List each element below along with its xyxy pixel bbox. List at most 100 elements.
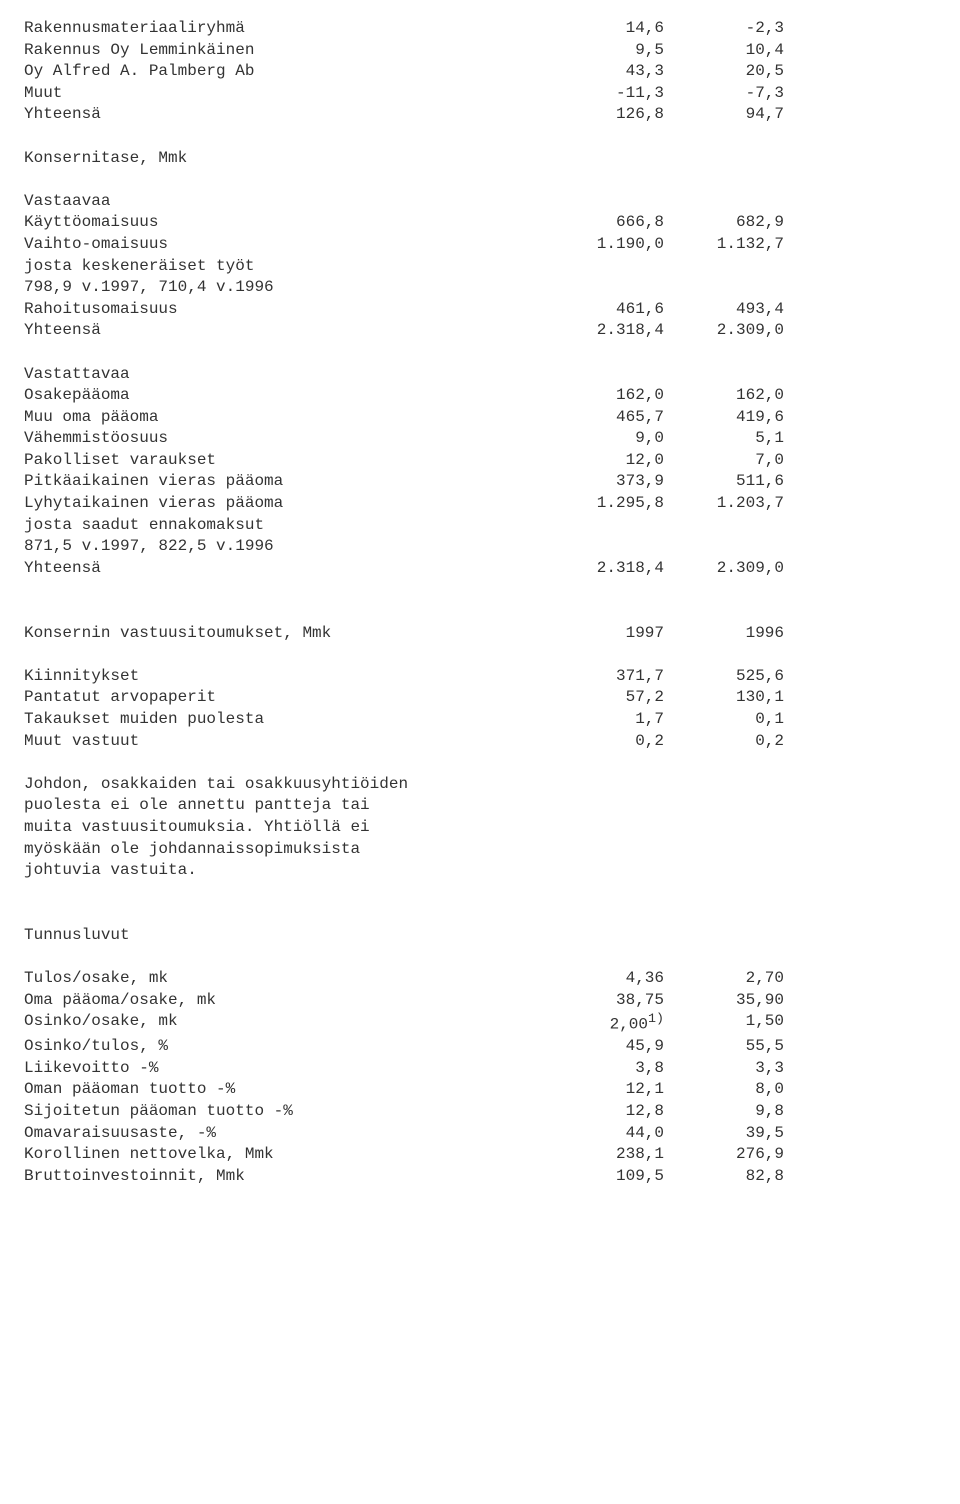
section-heading: Tunnusluvut: [24, 925, 936, 947]
note-text: Johdon, osakkaiden tai osakkuusyhtiöiden: [24, 774, 544, 796]
row-col2: 7,0: [664, 450, 784, 472]
row-col2: 39,5: [664, 1123, 784, 1145]
row-col1: 0,2: [544, 731, 664, 753]
row-col1: 4,36: [544, 968, 664, 990]
row-col2: 10,4: [664, 40, 784, 62]
note-text: puolesta ei ole annettu pantteja tai: [24, 795, 544, 817]
header-col1: 1997: [544, 623, 664, 645]
note-text: muita vastuusitoumuksia. Yhtiöllä ei: [24, 817, 544, 839]
spacer: [24, 579, 936, 601]
row-col2: 35,90: [664, 990, 784, 1012]
row-col1: 9,5: [544, 40, 664, 62]
row-label: Bruttoinvestoinnit, Mmk: [24, 1166, 544, 1188]
row-col1: 9,0: [544, 428, 664, 450]
table-row: Vähemmistöosuus9,05,1: [24, 428, 936, 450]
row-label: Rahoitusomaisuus: [24, 299, 544, 321]
table-row: Muut vastuut0,20,2: [24, 731, 936, 753]
header-label: Konsernin vastuusitoumukset, Mmk: [24, 623, 544, 645]
table-row: Sijoitetun pääoman tuotto -%12,89,8: [24, 1101, 936, 1123]
row-col1: 465,7: [544, 407, 664, 429]
row-col2: [664, 536, 784, 558]
note-line: puolesta ei ole annettu pantteja tai: [24, 795, 936, 817]
row-label: Osakepääoma: [24, 385, 544, 407]
row-col2: -2,3: [664, 18, 784, 40]
table-row: Yhteensä2.318,42.309,0: [24, 320, 936, 342]
row-label: Muut vastuut: [24, 731, 544, 753]
table-row: Muu oma pääoma465,7419,6: [24, 407, 936, 429]
table-row: Omavaraisuusaste, -%44,039,5: [24, 1123, 936, 1145]
table-header: Konsernin vastuusitoumukset, Mmk19971996: [24, 623, 936, 645]
row-col1: 373,9: [544, 471, 664, 493]
row-label: Yhteensä: [24, 558, 544, 580]
row-col2: 419,6: [664, 407, 784, 429]
row-col2: [664, 277, 784, 299]
heading-text: Konsernitase, Mmk: [24, 148, 544, 170]
row-col2: 511,6: [664, 471, 784, 493]
row-col1: 1,7: [544, 709, 664, 731]
heading-text: Vastaavaa: [24, 191, 544, 213]
table-row: Rahoitusomaisuus461,6493,4: [24, 299, 936, 321]
row-label: Pantatut arvopaperit: [24, 687, 544, 709]
table-row: Osinko/tulos, %45,955,5: [24, 1036, 936, 1058]
row-label: Tulos/osake, mk: [24, 968, 544, 990]
row-col2: 2.309,0: [664, 558, 784, 580]
row-col2: 493,4: [664, 299, 784, 321]
row-label: Liikevoitto -%: [24, 1058, 544, 1080]
row-col1: 126,8: [544, 104, 664, 126]
row-col1: 3,8: [544, 1058, 664, 1080]
row-col1: 162,0: [544, 385, 664, 407]
row-col2: 94,7: [664, 104, 784, 126]
row-label: Takaukset muiden puolesta: [24, 709, 544, 731]
row-col2: 8,0: [664, 1079, 784, 1101]
row-col1: -11,3: [544, 83, 664, 105]
row-col2: 2,70: [664, 968, 784, 990]
table-row: Pitkäaikainen vieras pääoma373,9511,6: [24, 471, 936, 493]
row-label: 871,5 v.1997, 822,5 v.1996: [24, 536, 544, 558]
row-col2: 0,2: [664, 731, 784, 753]
row-col2: 1.132,7: [664, 234, 784, 256]
table-row: Rakennusmateriaaliryhmä14,6-2,3: [24, 18, 936, 40]
row-label: Pakolliset varaukset: [24, 450, 544, 472]
row-label: Omavaraisuusaste, -%: [24, 1123, 544, 1145]
table-row: Oy Alfred A. Palmberg Ab43,320,5: [24, 61, 936, 83]
row-label: Käyttöomaisuus: [24, 212, 544, 234]
note-line: myöskään ole johdannaissopimuksista: [24, 839, 936, 861]
row-col2: 5,1: [664, 428, 784, 450]
row-col2: [664, 256, 784, 278]
row-col2: 82,8: [664, 1166, 784, 1188]
spacer: [24, 126, 936, 148]
spacer: [24, 947, 936, 969]
row-col1: 12,0: [544, 450, 664, 472]
row-label: Rakennus Oy Lemminkäinen: [24, 40, 544, 62]
spacer: [24, 169, 936, 191]
row-col2: 9,8: [664, 1101, 784, 1123]
row-col2: -7,3: [664, 83, 784, 105]
table-row: Osinko/osake, mk2,001)1,50: [24, 1011, 936, 1036]
table-row: Muut-11,3-7,3: [24, 83, 936, 105]
row-col2: 0,1: [664, 709, 784, 731]
row-col1: 38,75: [544, 990, 664, 1012]
document-body: Rakennusmateriaaliryhmä14,6-2,3 Rakennus…: [24, 18, 936, 1187]
row-col2: 3,3: [664, 1058, 784, 1080]
row-col1: 44,0: [544, 1123, 664, 1145]
row-col1: [544, 515, 664, 537]
table-row: Takaukset muiden puolesta1,70,1: [24, 709, 936, 731]
row-label: Oy Alfred A. Palmberg Ab: [24, 61, 544, 83]
row-label: Kiinnitykset: [24, 666, 544, 688]
row-label: Pitkäaikainen vieras pääoma: [24, 471, 544, 493]
spacer: [24, 882, 936, 904]
row-col1: 12,8: [544, 1101, 664, 1123]
row-col1: 43,3: [544, 61, 664, 83]
row-label: Yhteensä: [24, 320, 544, 342]
table-row: 871,5 v.1997, 822,5 v.1996: [24, 536, 936, 558]
spacer: [24, 903, 936, 925]
row-col1: 14,6: [544, 18, 664, 40]
row-col2: [664, 515, 784, 537]
row-col2: 162,0: [664, 385, 784, 407]
table-row: Tulos/osake, mk4,362,70: [24, 968, 936, 990]
row-col1: 57,2: [544, 687, 664, 709]
table-row: Rakennus Oy Lemminkäinen9,510,4: [24, 40, 936, 62]
section-heading: Vastattavaa: [24, 364, 936, 386]
table-row: Yhteensä2.318,42.309,0: [24, 558, 936, 580]
row-label: Vaihto-omaisuus: [24, 234, 544, 256]
